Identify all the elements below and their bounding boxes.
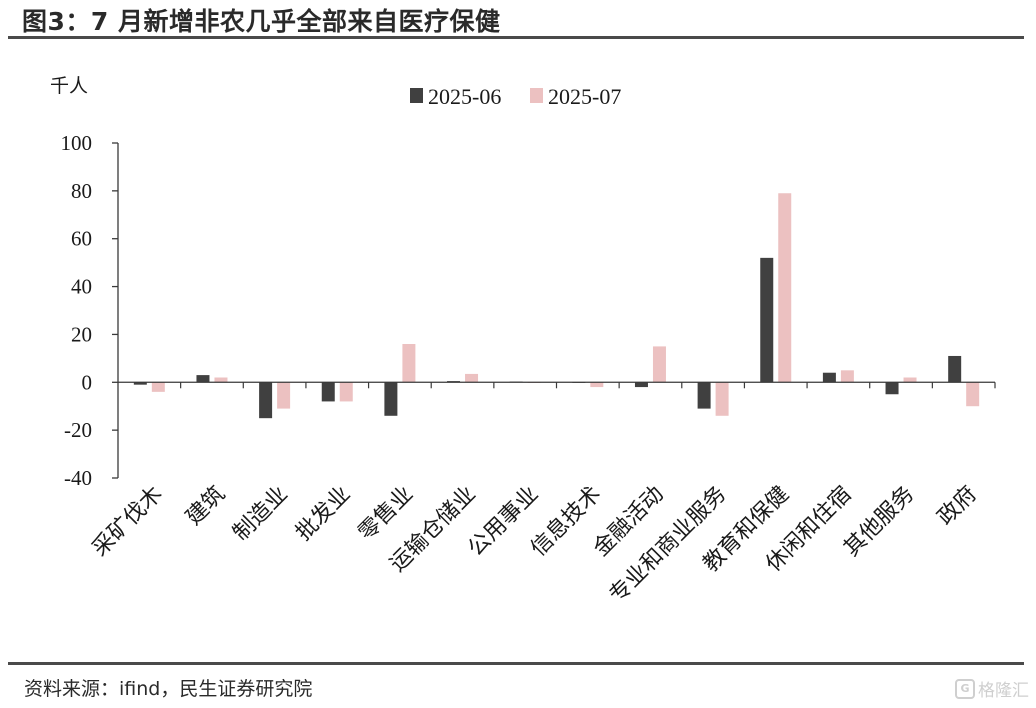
bar-jul (402, 344, 416, 383)
bar-jul (465, 373, 479, 383)
y-tick-label: -20 (64, 418, 92, 442)
x-category-label: 建筑 (181, 482, 230, 531)
y-tick-label: 80 (71, 179, 92, 203)
x-category-label: 采矿伐木 (88, 482, 168, 562)
x-category-label: 制造业 (228, 482, 292, 546)
watermark-logo-icon: G (955, 678, 975, 699)
bottom-divider (8, 662, 1024, 665)
bar-jul (778, 193, 792, 383)
bar-jun (321, 382, 335, 402)
legend-swatch (410, 88, 423, 103)
bar-jun (196, 375, 210, 383)
bar-jul (903, 377, 917, 383)
y-tick-label: 60 (71, 227, 92, 251)
legend-label: 2025-06 (428, 84, 501, 109)
legend-swatch (530, 88, 543, 103)
bar-jul (214, 377, 228, 383)
watermark: G 格隆汇 (955, 676, 1029, 701)
top-divider (8, 36, 1024, 39)
bar-jul (151, 382, 165, 392)
legend-label: 2025-07 (548, 84, 621, 109)
bar-jul (840, 370, 854, 383)
bar-jul (277, 382, 291, 409)
x-category-label: 其他服务 (839, 482, 919, 562)
bar-jun (760, 257, 774, 383)
bar-jun (259, 382, 273, 419)
bar-jun (133, 382, 147, 385)
bar-jul (652, 346, 666, 383)
bar-jul (590, 382, 604, 388)
bar-jul (339, 382, 353, 402)
bar-jun (948, 355, 962, 383)
bar-jul (966, 382, 980, 407)
chart-title: 图3：7 月新增非农几乎全部来自医疗保健 (22, 7, 501, 36)
bar-jun (885, 382, 899, 395)
x-category-label: 政府 (933, 482, 982, 531)
bar-jul (715, 382, 729, 416)
bar-jun (634, 382, 648, 388)
y-tick-label: 100 (61, 131, 93, 155)
bar-jun (822, 372, 836, 383)
bar-jun (384, 382, 398, 416)
watermark-text: 格隆汇 (978, 681, 1029, 701)
y-tick-label: 40 (71, 275, 92, 299)
y-tick-label: -40 (64, 466, 92, 490)
y-tick-label: 20 (71, 322, 92, 346)
x-category-label: 批发业 (291, 482, 355, 546)
source-note: 资料来源：ifind，民生证券研究院 (24, 678, 313, 700)
y-tick-label: 0 (82, 370, 93, 394)
y-axis-unit-label: 千人 (50, 75, 88, 97)
bar-jun (697, 382, 711, 409)
